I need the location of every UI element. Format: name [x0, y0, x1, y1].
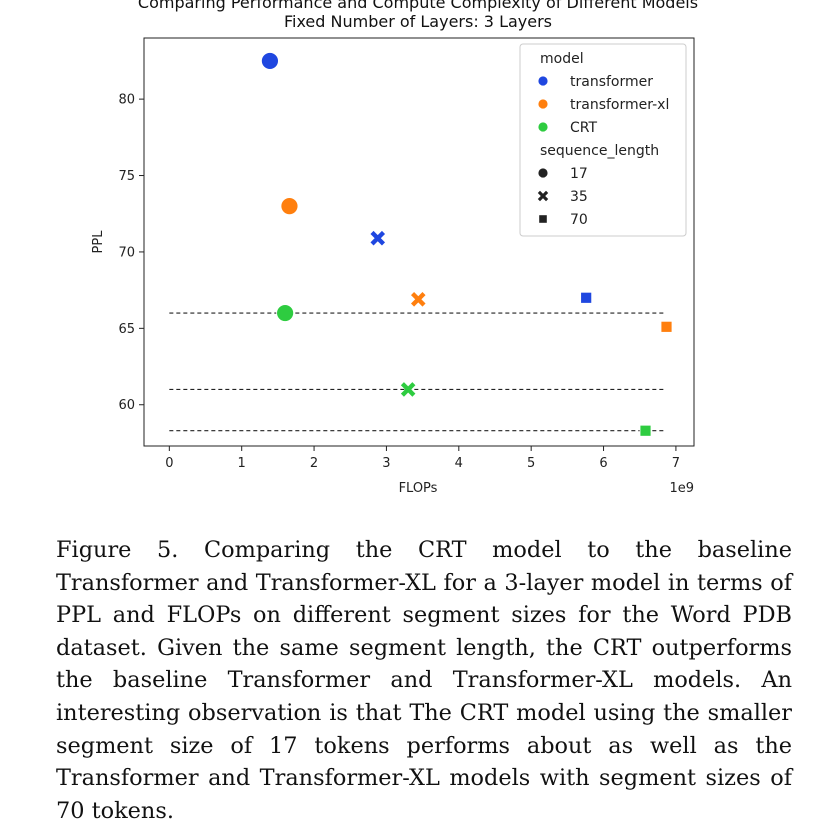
data-point — [400, 382, 416, 397]
legend-label: transformer-xl — [570, 97, 669, 113]
legend-marker — [537, 121, 549, 133]
y-axis-ticks: 60 65 70 75 80 — [118, 93, 144, 413]
legend-marker — [538, 214, 548, 224]
x-tick-label: 4 — [455, 456, 463, 471]
chart-title: Comparing Performance and Compute Comple… — [138, 0, 698, 12]
reference-lines — [169, 312, 666, 432]
legend-label: 17 — [570, 166, 588, 182]
data-point — [580, 291, 593, 304]
data-point — [261, 52, 279, 70]
x-tick-label: 5 — [527, 456, 535, 471]
data-point — [660, 320, 673, 333]
legend-label: transformer — [570, 74, 653, 90]
figure-caption: Figure 5. Comparing the CRT model to the… — [56, 537, 792, 824]
legend-marker — [537, 190, 549, 202]
x-tick-label: 0 — [165, 456, 173, 471]
y-tick-label: 65 — [118, 322, 135, 337]
x-tick-label: 3 — [382, 456, 390, 471]
data-point — [280, 197, 299, 215]
legend-label: 35 — [570, 189, 588, 205]
data-point — [411, 292, 426, 307]
x-axis-offset-label: 1e9 — [669, 481, 694, 496]
data-point — [370, 230, 386, 246]
plot-frame — [143, 37, 695, 447]
legend-marker — [537, 98, 549, 110]
x-tick-label: 6 — [599, 456, 607, 471]
y-axis-label: PPL — [91, 230, 106, 254]
legend-marker — [537, 75, 549, 87]
legend: model transformer transformer-xl CRT sequenc… — [519, 43, 687, 237]
chart-subtitle: Fixed Number of Layers: 3 Layers — [284, 12, 552, 31]
x-tick-label: 2 — [310, 456, 318, 471]
data-point — [276, 304, 295, 322]
scatter-chart: Comparing Performance and Compute Comple… — [91, 0, 698, 496]
legend-label: 70 — [570, 212, 588, 228]
data-points — [261, 52, 673, 437]
y-tick-label: 60 — [118, 398, 135, 413]
x-tick-label: 1 — [238, 456, 246, 471]
legend-box — [519, 43, 687, 237]
legend-marker — [537, 167, 549, 179]
data-point — [639, 424, 652, 437]
legend-title-model: model — [540, 51, 584, 67]
x-axis-ticks: 0 1 2 3 4 5 6 7 — [165, 446, 680, 471]
y-tick-label: 70 — [118, 245, 135, 260]
x-tick-label: 7 — [672, 456, 680, 471]
legend-label: CRT — [570, 120, 597, 136]
x-axis-label: FLOPs — [399, 481, 438, 496]
y-tick-label: 75 — [118, 169, 135, 184]
y-tick-label: 80 — [118, 93, 135, 108]
legend-title-sequence-length: sequence_length — [540, 143, 659, 159]
